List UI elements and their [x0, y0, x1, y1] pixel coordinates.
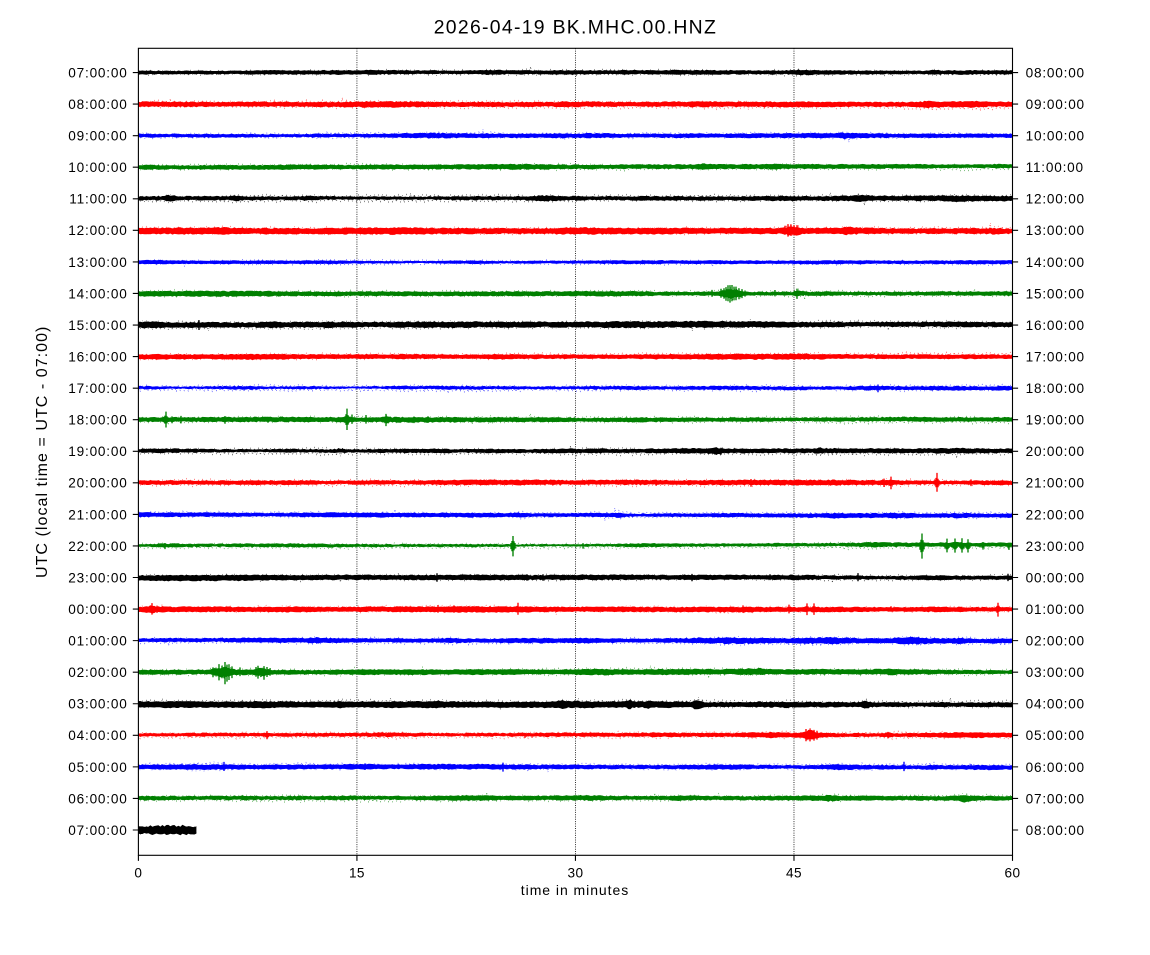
- svg-text:07:00:00: 07:00:00: [68, 823, 127, 838]
- svg-text:18:00:00: 18:00:00: [1026, 381, 1085, 396]
- svg-text:15:00:00: 15:00:00: [68, 318, 127, 333]
- svg-text:20:00:00: 20:00:00: [1026, 444, 1085, 459]
- svg-text:22:00:00: 22:00:00: [68, 539, 127, 554]
- svg-text:22:00:00: 22:00:00: [1026, 507, 1085, 522]
- svg-text:18:00:00: 18:00:00: [68, 413, 127, 428]
- svg-text:19:00:00: 19:00:00: [1026, 413, 1085, 428]
- svg-text:17:00:00: 17:00:00: [1026, 350, 1085, 365]
- svg-text:19:00:00: 19:00:00: [68, 444, 127, 459]
- svg-text:04:00:00: 04:00:00: [68, 728, 127, 743]
- svg-text:17:00:00: 17:00:00: [68, 381, 127, 396]
- svg-text:12:00:00: 12:00:00: [68, 223, 127, 238]
- svg-text:02:00:00: 02:00:00: [68, 665, 127, 680]
- svg-text:16:00:00: 16:00:00: [68, 350, 127, 365]
- svg-text:13:00:00: 13:00:00: [1026, 223, 1085, 238]
- svg-text:07:00:00: 07:00:00: [1026, 791, 1085, 806]
- svg-text:08:00:00: 08:00:00: [1026, 823, 1085, 838]
- svg-text:00:00:00: 00:00:00: [68, 602, 127, 617]
- svg-text:2026-04-19 BK.MHC.00.HNZ: 2026-04-19 BK.MHC.00.HNZ: [434, 17, 717, 39]
- svg-text:07:00:00: 07:00:00: [68, 66, 127, 81]
- svg-text:01:00:00: 01:00:00: [68, 634, 127, 649]
- svg-text:60: 60: [1005, 865, 1021, 880]
- svg-text:20:00:00: 20:00:00: [68, 476, 127, 491]
- svg-text:10:00:00: 10:00:00: [1026, 129, 1085, 144]
- svg-text:09:00:00: 09:00:00: [68, 129, 127, 144]
- svg-text:05:00:00: 05:00:00: [1026, 728, 1085, 743]
- svg-text:14:00:00: 14:00:00: [68, 286, 127, 301]
- svg-text:11:00:00: 11:00:00: [69, 192, 127, 207]
- svg-text:15: 15: [349, 865, 365, 880]
- svg-text:14:00:00: 14:00:00: [1026, 255, 1085, 270]
- svg-text:03:00:00: 03:00:00: [68, 697, 127, 712]
- svg-text:05:00:00: 05:00:00: [68, 760, 127, 775]
- svg-text:04:00:00: 04:00:00: [1026, 697, 1085, 712]
- svg-text:time in minutes: time in minutes: [521, 882, 629, 898]
- svg-text:15:00:00: 15:00:00: [1026, 286, 1085, 301]
- svg-text:00:00:00: 00:00:00: [1026, 570, 1085, 585]
- svg-text:09:00:00: 09:00:00: [1026, 97, 1085, 112]
- svg-text:21:00:00: 21:00:00: [68, 507, 127, 522]
- svg-text:UTC (local time = UTC - 07:00): UTC (local time = UTC - 07:00): [34, 326, 51, 578]
- svg-text:02:00:00: 02:00:00: [1026, 634, 1085, 649]
- svg-text:10:00:00: 10:00:00: [68, 160, 127, 175]
- svg-text:30: 30: [567, 865, 583, 880]
- svg-text:23:00:00: 23:00:00: [1026, 539, 1085, 554]
- svg-text:01:00:00: 01:00:00: [1026, 602, 1085, 617]
- svg-text:11:00:00: 11:00:00: [1026, 160, 1084, 175]
- svg-text:03:00:00: 03:00:00: [1026, 665, 1085, 680]
- svg-text:08:00:00: 08:00:00: [68, 97, 127, 112]
- svg-text:45: 45: [786, 865, 802, 880]
- svg-text:13:00:00: 13:00:00: [68, 255, 127, 270]
- svg-text:08:00:00: 08:00:00: [1026, 66, 1085, 81]
- svg-text:21:00:00: 21:00:00: [1026, 476, 1085, 491]
- svg-text:16:00:00: 16:00:00: [1026, 318, 1085, 333]
- svg-text:23:00:00: 23:00:00: [68, 570, 127, 585]
- svg-text:06:00:00: 06:00:00: [1026, 760, 1085, 775]
- svg-text:0: 0: [134, 865, 142, 880]
- svg-text:12:00:00: 12:00:00: [1026, 192, 1085, 207]
- svg-text:06:00:00: 06:00:00: [68, 791, 127, 806]
